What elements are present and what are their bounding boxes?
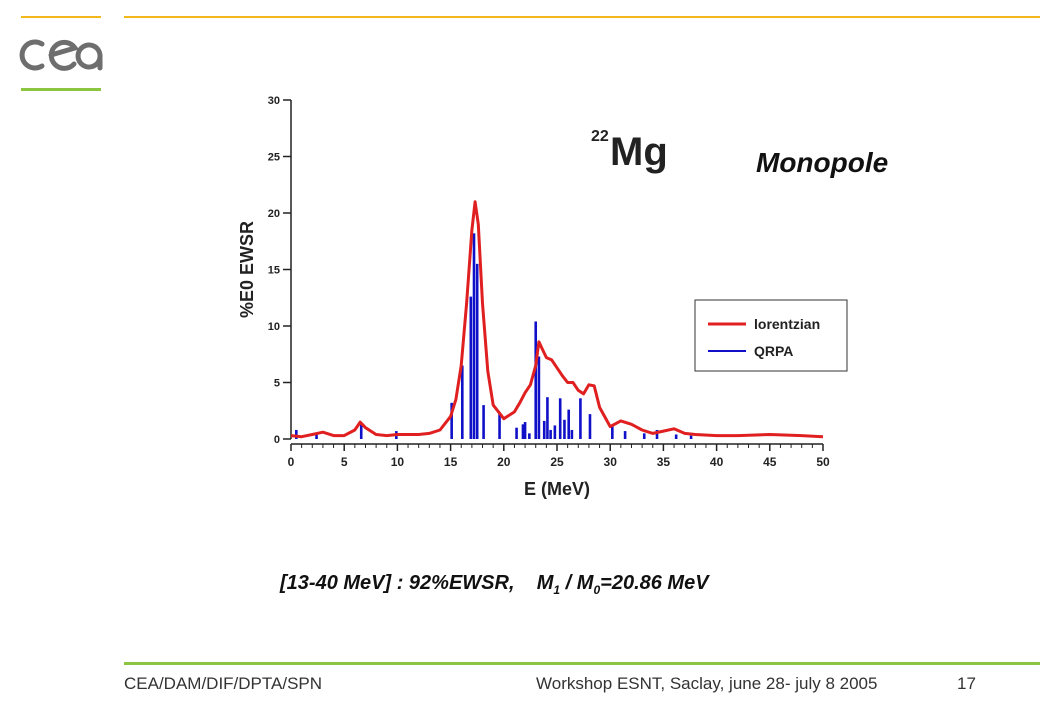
qrpa-bar xyxy=(563,419,566,439)
qrpa-bar xyxy=(469,296,473,439)
y-tick-label: 25 xyxy=(268,152,280,164)
qrpa-bar xyxy=(558,398,562,439)
page-number: 17 xyxy=(957,674,976,693)
qrpa-bar xyxy=(689,435,693,439)
qrpa-bar xyxy=(553,425,557,439)
chart-title: Monopole xyxy=(756,147,889,178)
nucleus-mass-number: 22 xyxy=(591,128,609,145)
y-tick-label: 15 xyxy=(268,265,280,277)
lorentzian-line xyxy=(290,200,824,439)
footer-event: Workshop ESNT, Saclay, june 28- july 8 2… xyxy=(536,674,878,693)
legend-qrpa-label: QRPA xyxy=(754,343,793,359)
qrpa-bar xyxy=(528,433,531,439)
qrpa-bar xyxy=(655,429,659,439)
qrpa-bar xyxy=(482,405,485,439)
x-tick-label: 35 xyxy=(657,455,671,469)
y-tick-label: 10 xyxy=(268,321,280,333)
y-tick-label: 5 xyxy=(274,378,280,390)
summary-value: =20.86 MeV xyxy=(600,572,709,594)
cea-logo-icon xyxy=(19,39,103,71)
qrpa-bar xyxy=(623,431,627,439)
x-tick-label: 30 xyxy=(604,455,618,469)
qrpa-bar xyxy=(579,398,582,439)
qrpa-bar xyxy=(472,233,476,439)
x-tick-label: 0 xyxy=(288,455,295,469)
x-tick-label: 40 xyxy=(710,455,724,469)
ewsr-chart: 0 5 10 15 20 25 30 0 5 10 15 20 25 30 35 40 45 50 E (MeV)%… xyxy=(237,95,848,499)
qrpa-bar xyxy=(674,434,678,439)
qrpa-bar xyxy=(523,422,527,439)
x-tick-label: 50 xyxy=(816,455,830,469)
footer-separator-line xyxy=(124,662,1040,665)
qrpa-bar xyxy=(461,365,464,439)
x-tick-label: 25 xyxy=(550,455,564,469)
logo-underline xyxy=(21,88,101,91)
x-tick-label: 10 xyxy=(391,455,405,469)
qrpa-bar xyxy=(570,429,574,439)
qrpa-bar xyxy=(542,420,546,439)
qrpa-bar xyxy=(546,397,549,439)
x-tick-label: 20 xyxy=(497,455,511,469)
header-accent-line xyxy=(124,16,1040,18)
qrpa-bar xyxy=(534,321,538,439)
x-axis-label: E (MeV) xyxy=(524,479,590,499)
x-tick-label: 15 xyxy=(444,455,458,469)
y-tick-label: 30 xyxy=(268,95,280,107)
qrpa-bar xyxy=(315,434,318,439)
summary-sub0: 0 xyxy=(593,583,601,597)
qrpa-bar xyxy=(475,263,479,439)
summary-sub1: 1 xyxy=(553,583,561,597)
footer-organization: CEA/DAM/DIF/DPTA/SPN xyxy=(124,674,323,693)
qrpa-bar xyxy=(611,425,614,439)
summary-slash: / M xyxy=(560,572,594,594)
qrpa-bar xyxy=(549,429,552,439)
y-tick-label: 20 xyxy=(268,208,280,220)
qrpa-bar xyxy=(498,414,501,439)
qrpa-bar xyxy=(521,424,525,439)
y-axis-label: %E0 EWSR xyxy=(237,221,257,318)
nucleus-symbol: Mg xyxy=(610,130,668,174)
ewsr-summary: [13-40 MeV] : 92%EWSR, M1 / M0=20.86 MeV xyxy=(280,572,709,597)
qrpa-bar xyxy=(642,433,646,439)
header-accent-line-short xyxy=(21,16,101,18)
qrpa-bar xyxy=(450,402,453,439)
x-tick-label: 5 xyxy=(341,455,348,469)
chart-legend: lorentzian QRPA xyxy=(694,299,848,372)
qrpa-bar xyxy=(537,356,541,439)
y-tick-label: 0 xyxy=(274,434,280,446)
summary-m: M xyxy=(536,572,554,594)
qrpa-bar xyxy=(588,414,592,439)
qrpa-bar xyxy=(567,409,571,439)
qrpa-bar xyxy=(515,427,518,439)
summary-range: [13-40 MeV] : 92%EWSR, xyxy=(280,572,515,594)
legend-lorentzian-label: lorentzian xyxy=(754,316,820,332)
qrpa-bar xyxy=(295,429,298,439)
x-tick-label: 45 xyxy=(763,455,777,469)
qrpa-bar xyxy=(359,423,363,439)
